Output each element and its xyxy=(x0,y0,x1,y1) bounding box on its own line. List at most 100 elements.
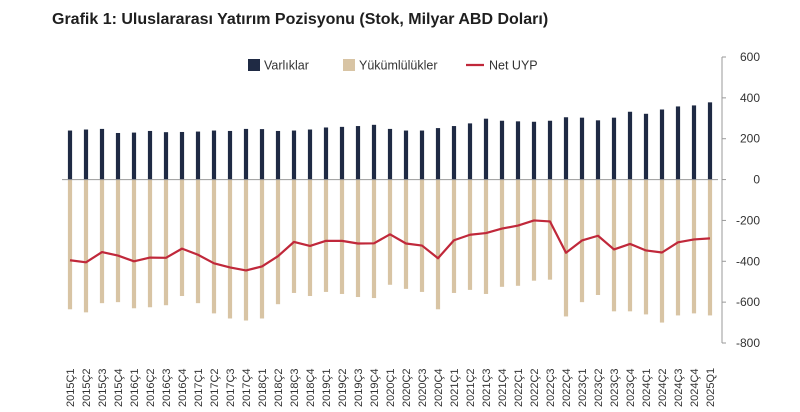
x-tick-label: 2024Ç2 xyxy=(657,368,669,407)
y-tick-label: 0 xyxy=(753,173,760,187)
x-tick-label: 2024Ç4 xyxy=(689,368,701,407)
liabilities-bar xyxy=(259,179,265,319)
liabilities-bar xyxy=(595,179,601,295)
x-tick-label: 2022Ç3 xyxy=(545,368,557,407)
liabilities-bar xyxy=(339,179,345,294)
assets-bar xyxy=(355,126,361,180)
assets-bar xyxy=(547,120,553,180)
liabilities-bar xyxy=(179,179,185,297)
x-tick-label: 2022Ç2 xyxy=(529,368,541,407)
net-uyp-line xyxy=(69,219,711,272)
assets-bar xyxy=(435,128,441,180)
liabilities-bar xyxy=(531,179,537,281)
assets-bar xyxy=(259,129,265,180)
liabilities-bar xyxy=(563,179,569,317)
liabilities-bar xyxy=(67,179,73,310)
assets-bar xyxy=(131,132,137,180)
x-tick-label: 2020Ç1 xyxy=(385,368,397,407)
liabilities-bar xyxy=(483,179,489,294)
assets-bar xyxy=(451,126,457,180)
liabilities-bar xyxy=(371,179,377,299)
legend-label: Net UYP xyxy=(489,59,538,73)
assets-bar xyxy=(243,128,249,180)
legend-label: Yükümlülükler xyxy=(359,59,438,73)
x-tick-label: 2015Ç3 xyxy=(97,368,109,407)
assets-bar xyxy=(467,123,473,180)
x-tick-label: 2022Ç1 xyxy=(513,368,525,407)
assets-bar xyxy=(627,111,633,180)
liabilities-bar xyxy=(131,179,137,309)
x-tick-label: 2016Ç1 xyxy=(129,368,141,407)
assets-bar xyxy=(595,120,601,180)
x-tick-label: 2021Ç1 xyxy=(449,368,461,407)
x-tick-label: 2019Ç3 xyxy=(353,368,365,407)
x-tick-label: 2016Ç4 xyxy=(177,368,189,407)
liabilities-bar xyxy=(83,179,89,313)
liabilities-bar xyxy=(307,179,313,297)
x-tick-label: 2021Ç4 xyxy=(497,368,509,407)
liabilities-bar xyxy=(227,179,233,319)
liabilities-bar xyxy=(515,179,521,286)
x-tick-label: 2018Ç4 xyxy=(305,368,317,407)
liabilities-bar xyxy=(499,179,505,287)
assets-bar xyxy=(563,117,569,180)
x-tick-label: 2021Ç2 xyxy=(465,368,477,407)
assets-bar xyxy=(419,130,425,180)
assets-bar xyxy=(115,132,121,180)
x-tick-label: 2019Ç1 xyxy=(321,368,333,407)
y-tick-label: -200 xyxy=(736,213,760,227)
chart-legend: Varlıklar Yükümlülükler Net UYP xyxy=(248,59,538,73)
x-tick-label: 2025Q1 xyxy=(705,368,717,407)
assets-bar xyxy=(611,117,617,180)
x-axis-ticks: 2015Ç1 2015Ç2 2015Ç3 2015Ç4 2016Ç1 2016Ç2 2016… xyxy=(65,368,717,407)
x-tick-label: 2019Ç2 xyxy=(337,368,349,407)
x-tick-label: 2023Ç4 xyxy=(625,368,637,407)
y-tick-label: -800 xyxy=(736,336,760,350)
assets-bar xyxy=(275,130,281,180)
assets-bar xyxy=(643,113,649,180)
liabilities-bar xyxy=(611,179,617,312)
x-tick-label: 2018Ç2 xyxy=(273,368,285,407)
y-tick-label: 200 xyxy=(740,132,760,146)
x-tick-label: 2020Ç4 xyxy=(433,368,445,407)
assets-bar xyxy=(211,130,217,180)
x-tick-label: 2015Ç4 xyxy=(113,368,125,407)
x-tick-label: 2018Ç1 xyxy=(257,368,269,407)
assets-bar xyxy=(147,130,153,180)
liabilities-bar xyxy=(355,179,361,298)
liabilities-bar xyxy=(419,179,425,292)
assets-bar xyxy=(387,128,393,180)
liabilities-bar xyxy=(99,179,105,304)
assets-bar xyxy=(483,118,489,180)
y-tick-label: 600 xyxy=(740,50,760,64)
liabilities-bar xyxy=(211,179,217,314)
assets-bar xyxy=(307,129,313,180)
assets-bar xyxy=(67,130,73,180)
liabilities-bar xyxy=(243,179,249,321)
liabilities-bar xyxy=(675,179,681,316)
x-tick-label: 2023Ç1 xyxy=(577,368,589,407)
assets-bar xyxy=(99,128,105,180)
chart-title: Grafik 1: Uluslararası Yatırım Pozisyonu… xyxy=(52,11,549,28)
assets-bar xyxy=(179,131,185,180)
x-tick-label: 2024Ç1 xyxy=(641,368,653,407)
liabilities-bar xyxy=(547,179,553,280)
x-tick-label: 2020Ç3 xyxy=(417,368,429,407)
x-tick-label: 2017Ç4 xyxy=(241,368,253,407)
assets-bar xyxy=(323,127,329,180)
liabilities-bar xyxy=(691,179,697,314)
x-tick-label: 2017Ç2 xyxy=(209,368,221,407)
x-tick-label: 2022Ç4 xyxy=(561,368,573,407)
liabilities-bar xyxy=(451,179,457,293)
assets-bar xyxy=(195,131,201,180)
assets-bar xyxy=(339,126,345,180)
net-line-group xyxy=(69,219,711,272)
liabilities-bars xyxy=(67,179,713,323)
assets-bar xyxy=(227,130,233,180)
x-tick-label: 2019Ç4 xyxy=(369,368,381,407)
x-tick-label: 2016Ç3 xyxy=(161,368,173,407)
assets-bars xyxy=(67,102,713,180)
assets-bar xyxy=(691,105,697,180)
x-tick-label: 2023Ç2 xyxy=(593,368,605,407)
